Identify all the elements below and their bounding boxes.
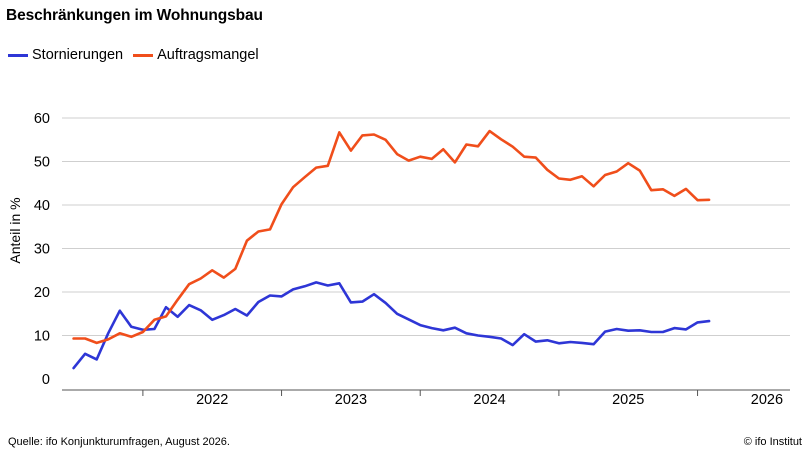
- x-tick-label: 2026: [751, 392, 783, 408]
- y-tick-label: 10: [34, 329, 50, 345]
- series-line-auftragsmangel: [72, 129, 711, 345]
- y-axis-title: Anteil in %: [7, 197, 23, 263]
- x-tick-labels: 2022 2023 2024 2025 2026: [142, 390, 783, 408]
- legend-label-stornierungen: Stornierungen: [32, 47, 124, 63]
- y-tick-label: 20: [34, 285, 50, 301]
- series-line-stornierungen: [72, 281, 711, 370]
- legend-item-stornierungen: Stornierungen: [8, 47, 123, 63]
- legend-item-auftragsmangel: Auftragsmangel: [133, 47, 259, 63]
- grid-lines: [62, 117, 790, 336]
- copyright-note: © ifo Institut: [743, 436, 802, 448]
- y-tick-labels: 0 10 20 30 40 50 60: [34, 111, 50, 388]
- x-tick-label: 2024: [473, 392, 505, 408]
- source-note: Quelle: ifo Konjunkturumfragen, August 2…: [8, 436, 230, 448]
- legend-swatch-stornierungen: [8, 53, 28, 57]
- legend-label-auftragsmangel: Auftragsmangel: [157, 47, 259, 63]
- line-chart: 0 10 20 30 40 50 60 2022 2023 2024 2025 2026 Antei…: [7, 111, 790, 408]
- legend-swatch-auftragsmangel: [133, 53, 154, 57]
- x-tick-label: 2023: [335, 392, 367, 408]
- x-tick-label: 2025: [612, 392, 644, 408]
- y-tick-label: 40: [34, 198, 50, 214]
- y-tick-label: 50: [34, 155, 50, 171]
- y-tick-label: 30: [34, 242, 50, 258]
- x-tick-label: 2022: [196, 392, 228, 408]
- chart-title: Beschränkungen im Wohnungsbau: [6, 7, 263, 24]
- legend: Stornierungen Auftragsmangel: [8, 47, 269, 63]
- series-lines: [72, 129, 711, 370]
- y-tick-label: 60: [34, 111, 50, 127]
- y-tick-label: 0: [42, 372, 50, 388]
